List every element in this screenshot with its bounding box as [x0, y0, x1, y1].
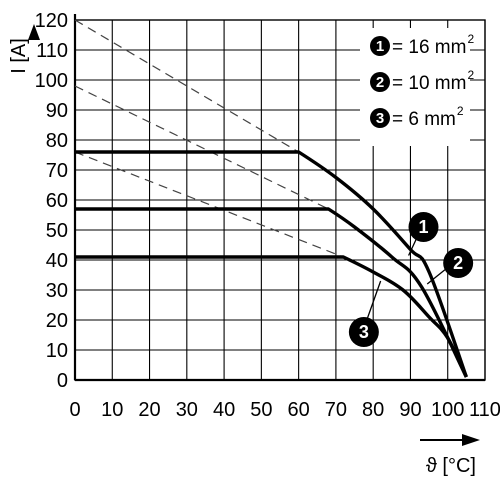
derating-dashed-line: [74, 151, 344, 258]
y-tick-label: 60: [46, 190, 68, 212]
legend-superscript: 2: [467, 68, 474, 82]
y-axis-arrow-icon: [28, 24, 40, 40]
x-tick-label: 20: [138, 399, 160, 421]
x-axis-arrow-icon: [462, 434, 480, 446]
callout-badge: [348, 317, 379, 347]
y-tick-label: 70: [46, 160, 68, 182]
derating-dashed-line: [74, 19, 299, 153]
series-line-2: [75, 207, 468, 378]
series-callouts: 1 2 3: [348, 212, 474, 347]
y-tick-label: 20: [46, 310, 68, 332]
legend-label-1: = 16 mm: [392, 37, 466, 58]
legend-superscript: 2: [457, 104, 464, 118]
series-line-1: [75, 150, 468, 378]
x-axis-label: ϑ [°C]: [426, 455, 476, 477]
x-tick-labels: 0 10 20 30 40 50 60 70 80 90 100 110: [69, 399, 500, 421]
x-tick-label: 30: [176, 399, 198, 421]
legend-marker-2: [370, 72, 390, 92]
y-tick-label: 50: [46, 220, 68, 242]
x-tick-label: 40: [213, 399, 235, 421]
derating-lines: [74, 19, 344, 258]
legend: 1 = 16 mm 22 = 10 mm 23 = 6 mm 2: [360, 28, 474, 146]
x-tick-label: 70: [325, 399, 347, 421]
callout-number: 1: [418, 217, 428, 237]
series-lines: [75, 150, 468, 378]
y-axis-label: I [A]: [8, 38, 30, 74]
legend-label-3: = 6 mm: [392, 109, 456, 130]
y-tick-label: 90: [46, 100, 68, 122]
x-tick-label: 10: [101, 399, 123, 421]
callout-badge: [443, 248, 474, 278]
legend-marker-number: 1: [376, 38, 384, 55]
y-tick-label: 110: [36, 40, 68, 62]
x-tick-label: 80: [362, 399, 384, 421]
y-tick-label: 0: [57, 370, 68, 392]
legend-superscript: 2: [467, 32, 474, 46]
y-tick-label: 80: [46, 130, 68, 152]
y-tick-label: 30: [46, 280, 68, 302]
derating-dashed-line: [74, 85, 329, 210]
legend-marker-number: 3: [376, 110, 384, 127]
callout-leader-line: [365, 280, 382, 324]
x-axis-title: ϑ [°C]: [420, 434, 480, 477]
x-tick-label: 100: [431, 399, 464, 421]
x-tick-label: 110: [469, 399, 500, 421]
callout-badge: [408, 212, 439, 242]
callout-number: 3: [359, 322, 369, 342]
y-tick-label: 40: [46, 250, 68, 272]
chart-grid: [73, 14, 486, 382]
callout-number: 2: [453, 253, 463, 273]
legend-label-2: = 10 mm: [392, 73, 466, 94]
legend-marker-number: 2: [376, 74, 384, 91]
x-tick-label: 60: [288, 399, 310, 421]
y-tick-label: 100: [35, 70, 68, 92]
legend-marker-3: [370, 108, 390, 128]
x-tick-label: 90: [399, 399, 421, 421]
y-tick-label: 10: [46, 340, 68, 362]
x-tick-label: 50: [250, 399, 272, 421]
series-line-3: [75, 255, 468, 378]
y-axis-title: I [A]: [8, 24, 40, 74]
y-tick-labels: 0 10 20 30 40 50 60 70 80 90 100 110 120: [35, 10, 68, 392]
y-tick-label: 120: [35, 10, 68, 32]
x-tick-label: 0: [69, 399, 80, 421]
legend-marker-1: [370, 36, 390, 56]
